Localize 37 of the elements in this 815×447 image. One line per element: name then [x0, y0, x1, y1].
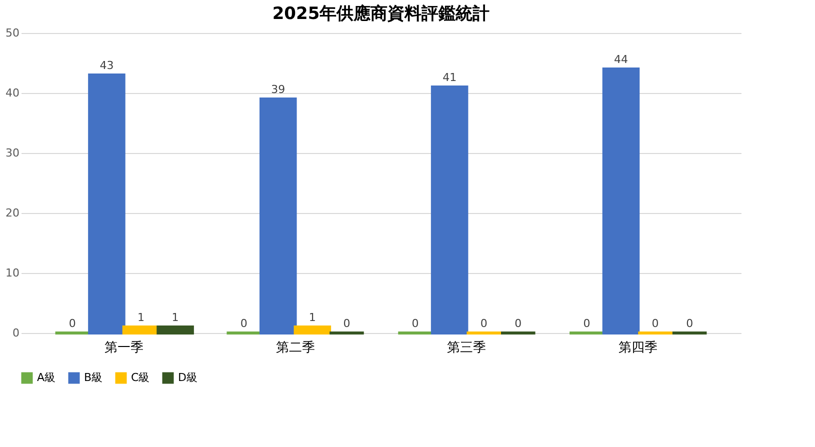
data-label: 0	[514, 317, 522, 330]
data-label: 39	[271, 83, 286, 96]
data-label: 0	[583, 317, 590, 330]
legend-label: D級	[178, 371, 198, 384]
bar	[156, 326, 194, 334]
x-tick-label: 第四季	[618, 340, 658, 356]
data-label: 43	[100, 59, 114, 72]
x-tick-label: 第三季	[447, 340, 486, 356]
legend-label: B級	[84, 371, 103, 384]
data-label: 1	[172, 311, 179, 324]
x-tick-label: 第二季	[276, 340, 315, 356]
chart-title: 2025年供應商資料評鑑統計	[272, 4, 490, 24]
y-tick-label: 20	[6, 206, 20, 220]
bar	[430, 86, 468, 334]
data-label: 0	[652, 317, 659, 330]
bar	[260, 98, 297, 334]
legend-label: A級	[37, 371, 56, 384]
data-label: 0	[343, 317, 350, 330]
bar	[294, 326, 332, 334]
bar	[602, 68, 640, 334]
bar	[88, 74, 126, 334]
y-tick-label: 30	[6, 146, 20, 160]
data-label: 0	[68, 317, 76, 330]
y-tick-label: 50	[6, 26, 20, 40]
legend-label: C級	[131, 371, 150, 384]
x-tick-label: 第一季	[104, 340, 144, 356]
y-tick-label: 0	[12, 326, 20, 340]
data-label: 1	[308, 311, 316, 324]
data-label: 0	[240, 317, 248, 330]
data-label: 0	[480, 317, 488, 330]
data-label: 0	[686, 317, 694, 330]
data-label: 0	[412, 317, 419, 330]
data-label: 41	[442, 71, 457, 84]
data-label: 1	[138, 311, 144, 324]
y-tick-label: 10	[6, 266, 20, 280]
data-label: 44	[614, 53, 628, 66]
y-tick-label: 40	[6, 86, 20, 100]
